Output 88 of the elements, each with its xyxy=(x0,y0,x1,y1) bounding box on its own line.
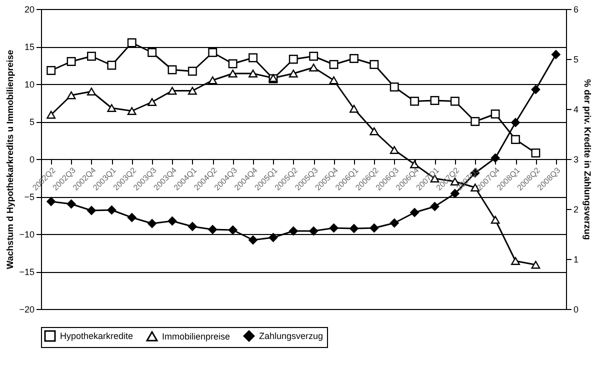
point xyxy=(228,59,238,68)
point xyxy=(288,54,298,64)
y-tick-label: −5 xyxy=(24,192,34,202)
point xyxy=(390,218,399,228)
point xyxy=(531,260,540,269)
point xyxy=(107,60,116,70)
legend-label: Zahlungsverzug xyxy=(259,331,324,341)
y2-tick-label: 4 xyxy=(574,104,579,114)
point xyxy=(66,200,76,208)
point xyxy=(208,225,218,234)
point xyxy=(208,76,218,84)
point xyxy=(168,65,177,74)
y2-tick-label: 0 xyxy=(574,304,579,314)
point xyxy=(168,86,177,95)
y2-tick-label: 1 xyxy=(574,254,579,264)
point xyxy=(87,206,96,215)
point xyxy=(309,52,318,61)
point xyxy=(148,48,157,57)
point xyxy=(127,213,136,222)
point xyxy=(268,233,278,242)
point xyxy=(511,118,520,127)
point xyxy=(208,48,218,57)
point xyxy=(370,224,379,232)
y-tick-label: 20 xyxy=(24,4,34,14)
point xyxy=(350,54,358,63)
legend-label: Hypothekarkredite xyxy=(60,331,134,341)
y2-tick-label: 3 xyxy=(574,154,579,164)
point xyxy=(248,236,258,244)
y2-tick-label: 5 xyxy=(574,54,579,64)
point xyxy=(127,107,136,115)
point xyxy=(410,96,420,106)
point xyxy=(107,206,116,214)
point xyxy=(168,216,177,226)
y-tick-label: 5 xyxy=(29,117,34,127)
point xyxy=(148,219,157,228)
point xyxy=(551,50,560,59)
y2-tick-label: 6 xyxy=(574,4,579,14)
y2-tick-label: 2 xyxy=(574,204,579,214)
y-tick-label: −10 xyxy=(19,230,34,240)
point xyxy=(410,208,420,217)
point xyxy=(87,52,96,61)
point xyxy=(531,85,540,94)
y-tick-label: 15 xyxy=(24,42,34,52)
point xyxy=(228,226,238,234)
point xyxy=(470,117,480,126)
point xyxy=(66,57,76,66)
point xyxy=(511,257,520,265)
point xyxy=(329,224,338,232)
point xyxy=(309,226,318,236)
point xyxy=(248,70,258,78)
point xyxy=(148,98,157,106)
point xyxy=(490,216,500,224)
point xyxy=(288,70,298,78)
point xyxy=(46,110,56,119)
point xyxy=(46,66,56,75)
point xyxy=(46,197,56,206)
point xyxy=(350,104,358,113)
point xyxy=(66,91,76,100)
point xyxy=(188,86,197,95)
point xyxy=(370,60,379,69)
point xyxy=(531,148,540,158)
point xyxy=(87,88,96,96)
point xyxy=(329,60,338,69)
y-axis-title: Wachstum d Hypothekarkredits u Immobilienpreise xyxy=(5,50,16,270)
point xyxy=(248,53,258,62)
point xyxy=(390,82,399,92)
point xyxy=(430,96,440,105)
y-tick-label: 10 xyxy=(24,80,34,90)
point xyxy=(450,96,460,106)
y-tick-label: −20 xyxy=(19,304,34,314)
point xyxy=(188,222,197,231)
point xyxy=(350,224,358,233)
point xyxy=(228,70,238,78)
point xyxy=(288,226,298,236)
point xyxy=(329,76,338,84)
point xyxy=(430,202,440,211)
point xyxy=(490,110,500,118)
y-tick-label: 0 xyxy=(29,154,34,164)
point xyxy=(127,38,136,48)
point xyxy=(370,127,379,136)
legend-label: Immobilienpreise xyxy=(162,331,230,342)
y2-axis-title: % der priv. Kredite in Zahlungsverzug xyxy=(582,79,593,240)
y-tick-label: −15 xyxy=(19,267,34,277)
point xyxy=(309,64,318,72)
point xyxy=(390,146,399,154)
point xyxy=(511,135,520,144)
point xyxy=(188,66,197,76)
point xyxy=(107,104,116,112)
